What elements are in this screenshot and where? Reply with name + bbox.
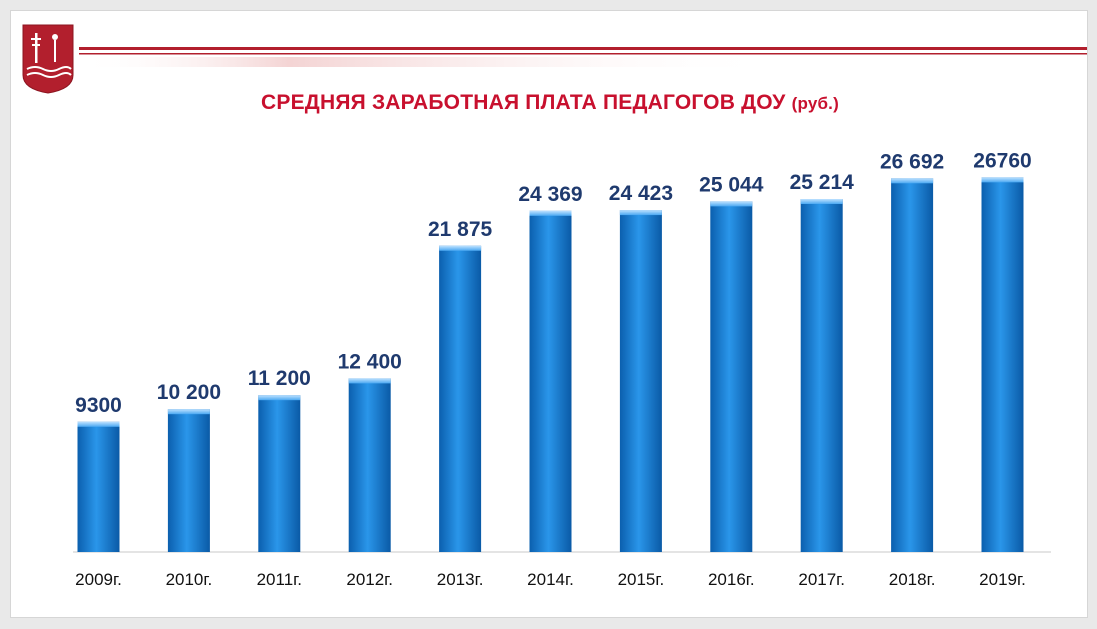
data-label: 24 369 [518,183,582,206]
bar-top-highlight [258,395,301,401]
coat-of-arms-icon [22,24,74,94]
bar-2017г. [800,199,843,552]
bar-2015г. [619,210,662,552]
bar-top-highlight [891,178,934,184]
x-tick-label: 2019г. [979,570,1026,589]
title-text: СРЕДНЯЯ ЗАРАБОТНАЯ ПЛАТА ПЕДАГОГОВ ДОУ [261,91,786,114]
bar-top-highlight [710,201,753,207]
title-unit: (руб.) [791,94,839,113]
bar-top-highlight [77,421,120,427]
bar-top-highlight [439,245,482,251]
bar-2016г. [710,201,753,552]
data-label: 11 200 [248,367,311,390]
bar-2009г. [77,421,120,552]
chart-title: СРЕДНЯЯ ЗАРАБОТНАЯ ПЛАТА ПЕДАГОГОВ ДОУ (… [11,91,1087,115]
x-tick-label: 2018г. [889,570,936,589]
bar-top-highlight [167,409,210,415]
x-tick-label: 2012г. [346,570,393,589]
data-label: 26 692 [880,150,944,173]
header-decoration [79,47,1087,67]
data-label: 21 875 [428,218,493,241]
bar-2013г. [439,245,482,552]
data-label: 25 214 [790,171,855,194]
bar-2012г. [348,378,391,552]
bar-top-highlight [619,210,662,216]
data-label: 24 423 [609,182,673,205]
bar-top-highlight [529,210,572,216]
bar-top-highlight [348,378,391,384]
bars-group: 9300 2009г. 10 200 2010г. 11 200 2011г. 12 400… [75,149,1032,589]
x-tick-label: 2010г. [166,570,213,589]
bar-2018г. [891,178,934,552]
x-tick-label: 2009г. [75,570,122,589]
data-label: 9300 [75,394,122,417]
x-tick-label: 2011г. [257,570,302,589]
bar-2019г. [981,177,1024,553]
bar-2010г. [167,409,210,552]
x-tick-label: 2013г. [437,570,484,589]
bar-top-highlight [981,177,1024,183]
data-label: 25 044 [699,173,764,196]
x-tick-label: 2016г. [708,570,755,589]
x-tick-label: 2017г. [798,570,845,589]
slide: 9300 2009г. 10 200 2010г. 11 200 2011г. 12 400… [10,10,1088,618]
data-label: 26760 [973,149,1031,172]
data-label: 10 200 [157,381,221,404]
chart-canvas: 9300 2009г. 10 200 2010г. 11 200 2011г. 12 400… [22,24,1087,589]
x-tick-label: 2014г. [527,570,574,589]
data-label: 12 400 [338,350,402,373]
bar-2011г. [258,395,301,552]
bar-2014г. [529,210,572,553]
x-tick-label: 2015г. [618,570,665,589]
bar-top-highlight [800,199,843,205]
